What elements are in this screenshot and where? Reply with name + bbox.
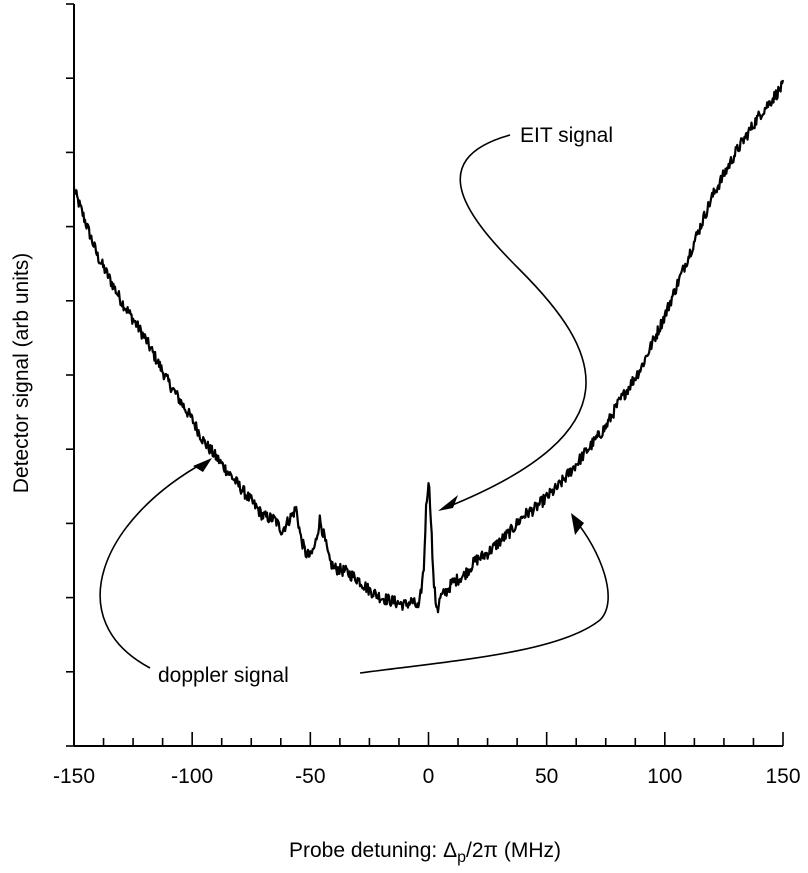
detector-signal-line xyxy=(72,79,785,614)
y-axis-label: Detector signal (arb units) xyxy=(10,253,33,493)
doppler-arrowhead-right xyxy=(571,513,584,535)
x-axis-label-prefix: Probe detuning: Δ xyxy=(289,839,457,862)
axes xyxy=(73,4,783,747)
doppler-arrowhead-left xyxy=(193,458,212,472)
x-tick-label: -50 xyxy=(295,765,325,788)
x-tick-label: 0 xyxy=(423,765,435,788)
tick-marks xyxy=(66,3,784,747)
x-tick-label: -100 xyxy=(171,765,213,788)
eit-arrow xyxy=(444,134,587,509)
doppler-arrow-right xyxy=(359,519,609,674)
x-tick-label: 50 xyxy=(535,765,558,788)
annotation-arrowheads xyxy=(193,458,584,535)
x-tick-label: 100 xyxy=(647,765,682,788)
doppler-arrow-left xyxy=(99,461,206,669)
x-tick-labels: -150 -100 -50 0 50 100 150 xyxy=(53,765,801,788)
x-tick-label: -150 xyxy=(53,765,95,788)
x-axis-label-suffix: /2π (MHz) xyxy=(466,839,561,862)
annotation-eit-signal: EIT signal xyxy=(520,124,613,147)
eit-arrowhead xyxy=(438,495,458,511)
x-tick-label: 150 xyxy=(765,765,800,788)
annotation-doppler-signal: doppler signal xyxy=(158,664,289,687)
annotation-arrows xyxy=(99,134,609,674)
x-axis-label-subscript: p xyxy=(457,849,466,866)
x-axis-label: Probe detuning: Δp/2π (MHz) xyxy=(289,839,561,866)
